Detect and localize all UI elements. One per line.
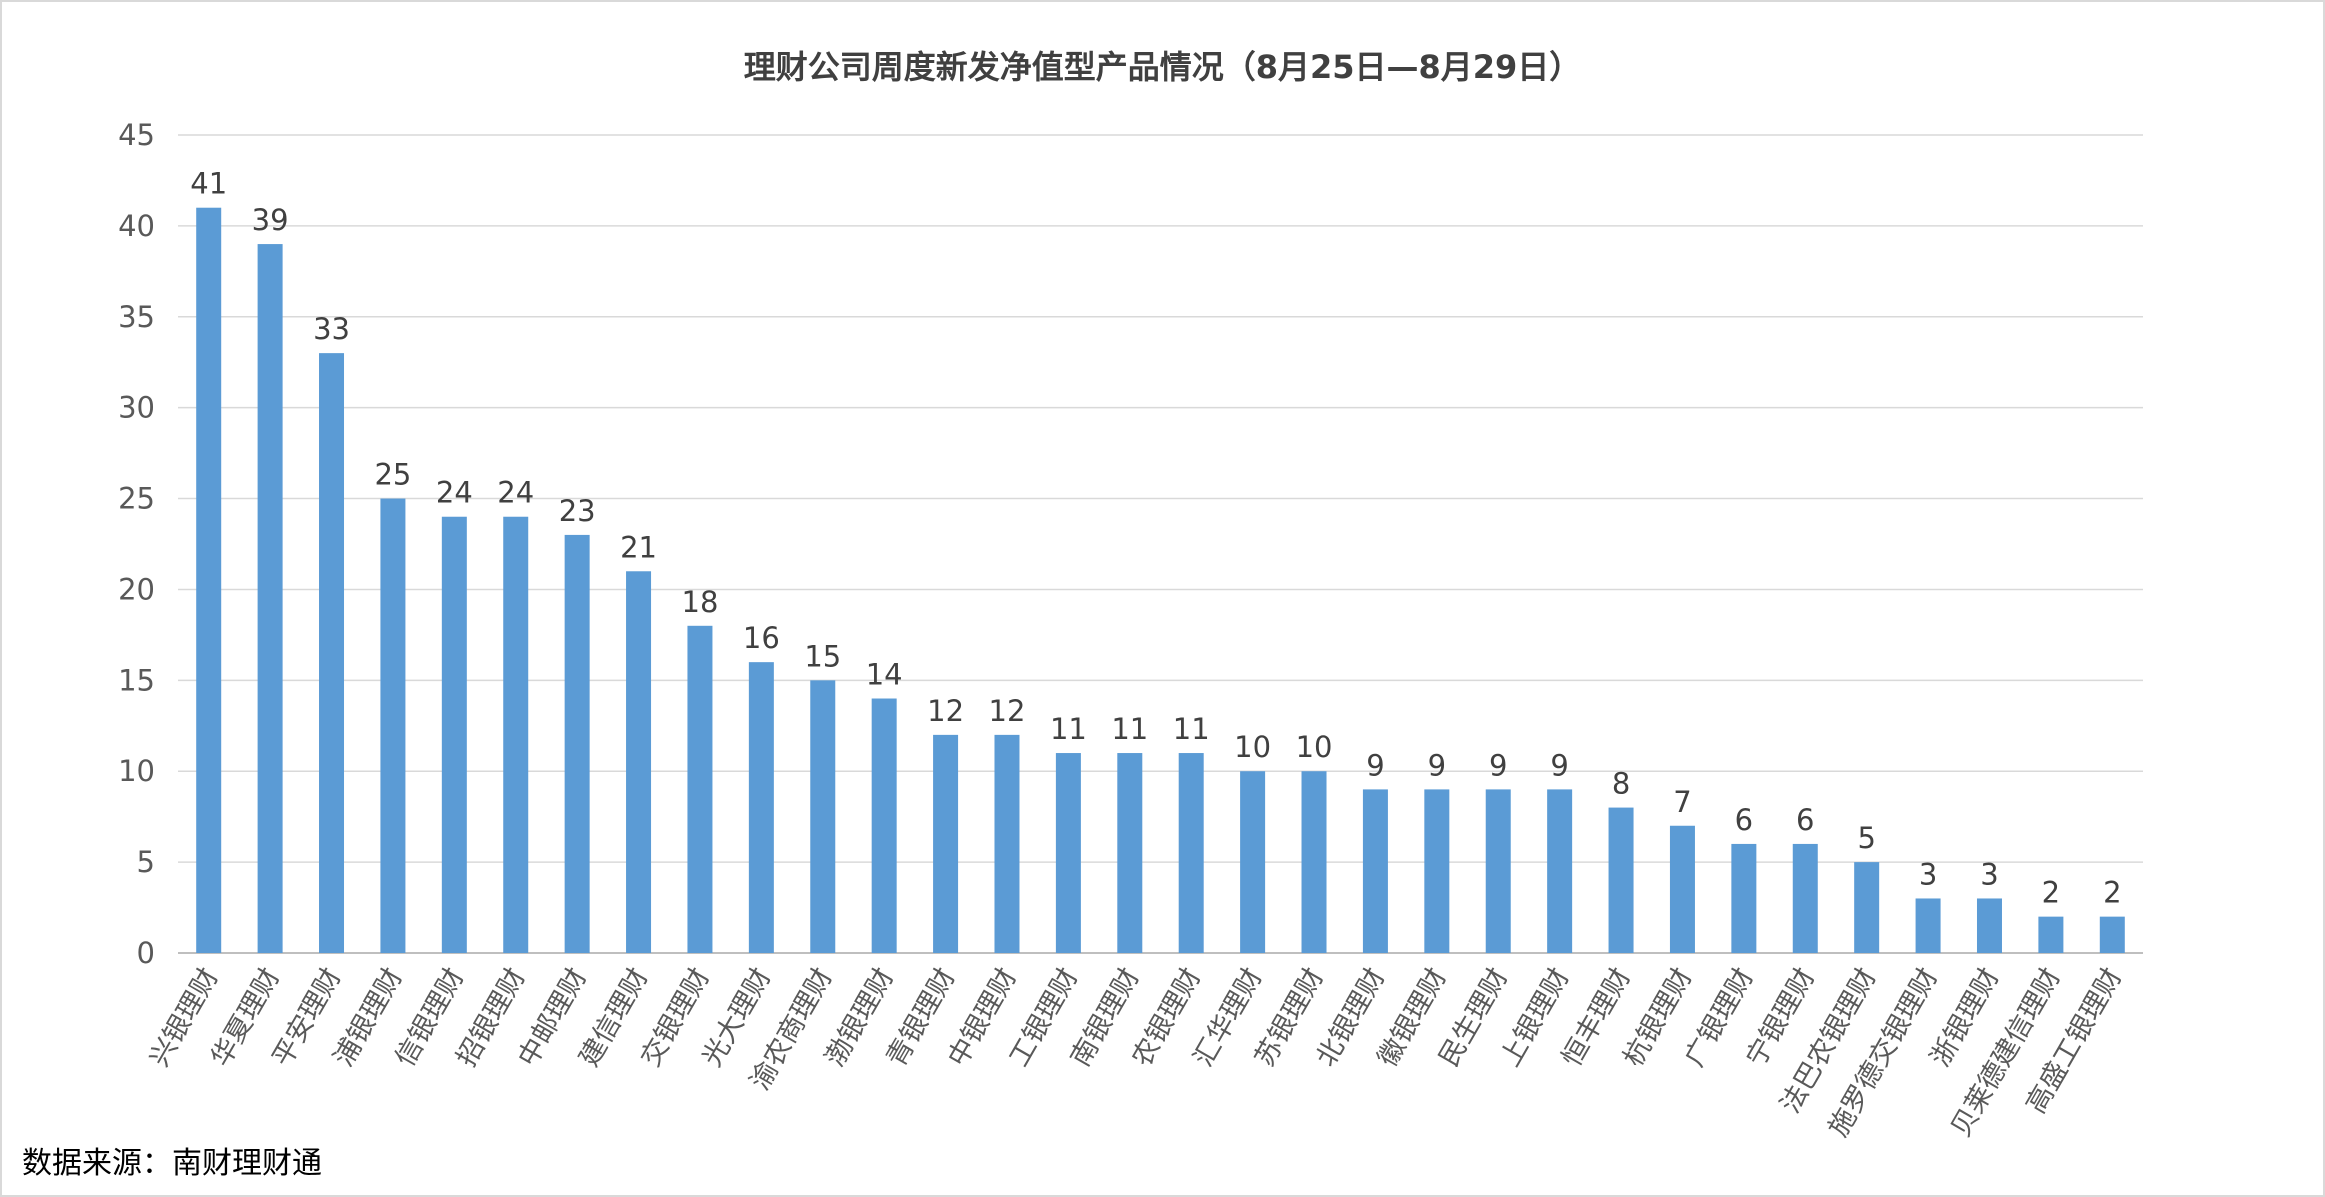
bar [748, 662, 774, 953]
bar [1424, 789, 1450, 953]
bar [1915, 898, 1941, 953]
y-tick-label: 15 [118, 663, 155, 697]
bar [933, 734, 959, 953]
bar [503, 516, 529, 953]
data-source-note: 数据来源：南财理财通 [22, 1146, 322, 1181]
data-label: 2 [2103, 876, 2121, 910]
data-label: 41 [190, 167, 227, 201]
data-label: 2 [2042, 876, 2060, 910]
data-label: 11 [1173, 712, 1210, 746]
data-label: 12 [927, 694, 964, 728]
bar [1240, 771, 1266, 953]
bar [871, 698, 897, 953]
data-label: 9 [1428, 748, 1446, 782]
bar [441, 516, 467, 953]
y-tick-label: 25 [118, 482, 155, 516]
data-label: 3 [1919, 857, 1937, 891]
data-label: 11 [1111, 712, 1148, 746]
y-tick-label: 40 [118, 209, 155, 243]
bar [1117, 753, 1143, 953]
bar [626, 571, 652, 953]
data-label: 39 [252, 203, 289, 237]
y-tick-label: 20 [118, 572, 155, 606]
data-label: 6 [1735, 803, 1753, 837]
bar [1669, 825, 1695, 953]
bar [994, 734, 1020, 953]
bar [1854, 862, 1880, 953]
bar [2038, 916, 2064, 953]
y-tick-label: 45 [118, 118, 155, 152]
data-label: 9 [1550, 748, 1568, 782]
data-label: 5 [1857, 821, 1875, 855]
bar [1976, 898, 2002, 953]
bar [564, 534, 590, 953]
y-tick-label: 0 [137, 936, 155, 970]
data-label: 16 [743, 621, 780, 655]
data-label: 15 [804, 639, 841, 673]
bar [257, 244, 283, 954]
bar [1485, 789, 1511, 953]
data-label: 23 [559, 494, 596, 528]
bar [1178, 753, 1204, 953]
data-label: 24 [497, 476, 534, 510]
bar [2099, 916, 2125, 953]
y-tick-label: 30 [118, 391, 155, 425]
data-label: 14 [866, 658, 903, 692]
data-label: 7 [1673, 785, 1691, 819]
y-tick-label: 10 [118, 754, 155, 788]
bar [319, 353, 345, 954]
bar [380, 498, 406, 953]
data-label: 24 [436, 476, 473, 510]
data-label: 8 [1612, 767, 1630, 801]
data-label: 10 [1296, 730, 1333, 764]
data-label: 9 [1489, 748, 1507, 782]
data-label: 12 [989, 694, 1026, 728]
bar [810, 680, 836, 953]
bar [1301, 771, 1327, 953]
bar [1608, 807, 1634, 953]
bar [1731, 843, 1757, 953]
data-label: 25 [374, 458, 411, 492]
bar [1547, 789, 1573, 953]
bar [687, 625, 713, 953]
bar [196, 207, 222, 953]
chart-title: 理财公司周度新发净值型产品情况（8月25日—8月29日） [743, 48, 1582, 86]
data-label: 6 [1796, 803, 1814, 837]
data-label: 3 [1980, 857, 1998, 891]
data-label: 9 [1366, 748, 1384, 782]
data-label: 10 [1234, 730, 1271, 764]
data-label: 33 [313, 312, 350, 346]
y-tick-label: 5 [137, 845, 155, 879]
bar [1362, 789, 1388, 953]
y-tick-label: 35 [118, 300, 155, 334]
bar [1792, 843, 1818, 953]
data-label: 18 [682, 585, 719, 619]
data-label: 21 [620, 530, 657, 564]
bar [1055, 753, 1081, 953]
data-label: 11 [1050, 712, 1087, 746]
